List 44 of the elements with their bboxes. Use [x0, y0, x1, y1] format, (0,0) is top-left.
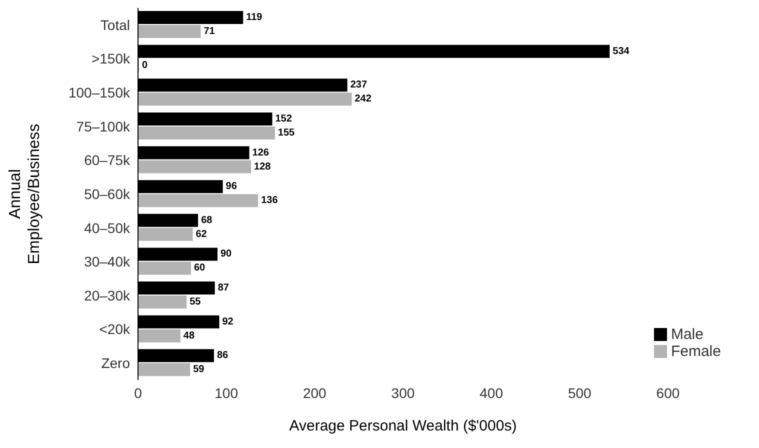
y-axis-title: Annual Employee/Business: [7, 124, 43, 264]
y-tick-label: Zero: [101, 355, 130, 372]
y-tick-label: <20k: [99, 321, 131, 338]
data-label: 242: [354, 94, 372, 105]
y-tick-label: 20–30k: [84, 287, 131, 304]
y-tick-label: 100–150k: [68, 84, 131, 101]
y-tick-label: Total: [100, 16, 130, 33]
data-label: 534: [612, 46, 630, 57]
data-label: 60: [194, 262, 206, 274]
y-tick-label: 30–40k: [84, 254, 131, 270]
data-label: 55: [190, 296, 202, 308]
data-label: 152: [275, 113, 292, 124]
data-label: 62: [196, 228, 208, 240]
legend-label: Female: [670, 343, 721, 360]
x-tick-label: 300: [391, 384, 415, 401]
data-label: 96: [226, 181, 238, 192]
y-tick-label: >150k: [91, 50, 131, 67]
data-label: 86: [216, 350, 229, 362]
x-tick-label: 600: [656, 384, 680, 401]
x-tick-label: 400: [480, 384, 504, 401]
y-tick-label: 40–50k: [84, 220, 131, 236]
data-label: 136: [261, 195, 278, 206]
data-label: 59: [193, 364, 205, 376]
y-tick-label: 60–75k: [84, 152, 131, 168]
data-label: 126: [252, 147, 270, 158]
x-tick-label: 500: [568, 384, 592, 401]
data-label: 128: [254, 161, 272, 172]
data-label: 92: [222, 316, 234, 328]
x-tick-label: 100: [214, 384, 238, 401]
data-label: 71: [204, 26, 216, 37]
data-label: 68: [201, 214, 213, 226]
data-label: 48: [183, 330, 195, 342]
data-label: 90: [220, 248, 232, 260]
data-label: 0: [142, 60, 148, 71]
data-label: 87: [218, 282, 230, 294]
y-tick-label: 75–100k: [76, 118, 131, 134]
legend-label: Male: [670, 326, 704, 343]
x-axis-title: Average Personal Wealth ($'000s): [289, 418, 517, 435]
data-label: 119: [246, 12, 263, 23]
data-label: 155: [278, 127, 296, 138]
x-tick-label: 0: [134, 384, 142, 401]
x-tick-label: 200: [302, 384, 327, 401]
y-tick-label: 50–60k: [84, 186, 131, 202]
data-label: 237: [350, 80, 368, 91]
